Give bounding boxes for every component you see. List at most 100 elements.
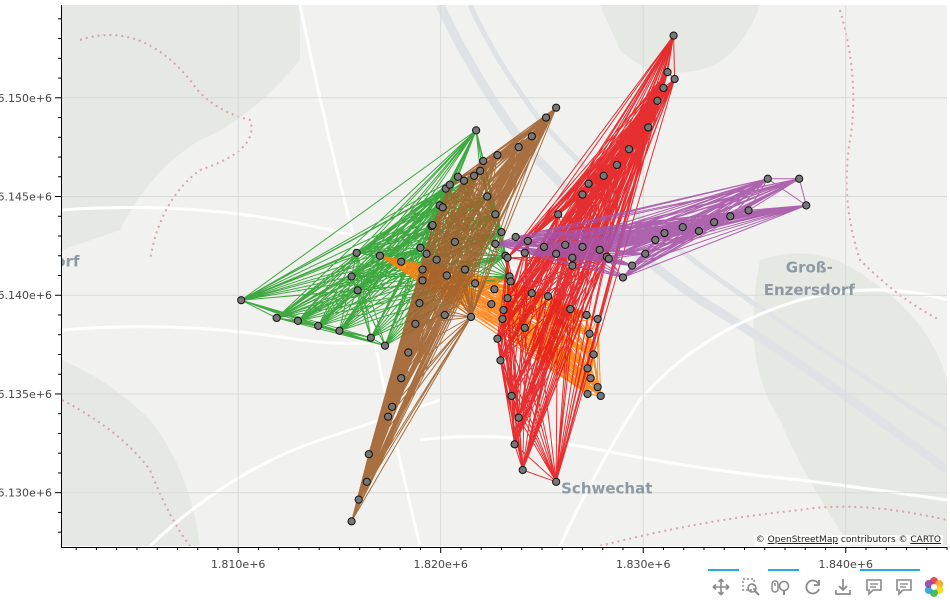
save-icon[interactable]	[831, 576, 855, 598]
graph-node[interactable]	[438, 203, 447, 212]
graph-node[interactable]	[641, 249, 650, 258]
graph-node[interactable]	[694, 226, 704, 236]
graph-node[interactable]	[618, 273, 628, 282]
graph-node[interactable]	[352, 248, 361, 257]
graph-node[interactable]	[523, 236, 532, 246]
graph-node[interactable]	[416, 243, 425, 252]
graph-node[interactable]	[561, 240, 570, 249]
graph-node[interactable]	[710, 218, 719, 227]
graph-node[interactable]	[380, 341, 390, 350]
graph-node[interactable]	[507, 391, 516, 401]
box-zoom-icon[interactable]	[739, 576, 763, 598]
graph-node[interactable]	[670, 74, 679, 84]
graph-node[interactable]	[552, 477, 561, 486]
graph-node[interactable]	[589, 350, 598, 359]
graph-node[interactable]	[604, 254, 613, 263]
graph-node[interactable]	[314, 321, 323, 330]
graph-node[interactable]	[442, 271, 451, 280]
graph-node[interactable]	[554, 210, 563, 219]
graph-node[interactable]	[527, 132, 536, 141]
graph-node[interactable]	[659, 83, 668, 93]
graph-node[interactable]	[744, 206, 753, 215]
graph-node[interactable]	[496, 356, 505, 365]
graph-node[interactable]	[520, 248, 529, 257]
graph-node[interactable]	[483, 192, 492, 201]
graph-node[interactable]	[596, 391, 605, 401]
graph-node[interactable]	[541, 113, 551, 122]
graph-node[interactable]	[460, 265, 470, 274]
graph-node[interactable]	[795, 174, 804, 183]
graph-node[interactable]	[584, 179, 593, 188]
graph-node[interactable]	[624, 145, 634, 154]
graph-node[interactable]	[375, 251, 385, 260]
osm-link[interactable]: OpenStreetMap	[767, 535, 839, 545]
graph-node[interactable]	[506, 277, 515, 286]
graph-node[interactable]	[411, 319, 420, 328]
graph-node[interactable]	[669, 31, 678, 40]
graph-node[interactable]	[415, 299, 424, 308]
graph-node[interactable]	[627, 261, 637, 270]
graph-node[interactable]	[397, 374, 406, 383]
graph-node[interactable]	[578, 242, 587, 251]
graph-node[interactable]	[593, 382, 602, 392]
graph-node[interactable]	[335, 326, 344, 335]
graph-node[interactable]	[802, 201, 811, 210]
graph-node[interactable]	[678, 223, 687, 232]
graph-node[interactable]	[660, 228, 669, 238]
graph-node[interactable]	[763, 174, 772, 183]
graph-node[interactable]	[237, 296, 246, 305]
graph-node[interactable]	[514, 143, 523, 152]
graph-node[interactable]	[459, 176, 469, 185]
graph-node[interactable]	[491, 239, 500, 249]
graph-node[interactable]	[491, 210, 500, 219]
graph-node[interactable]	[472, 126, 481, 135]
graph-node[interactable]	[347, 517, 356, 526]
graph-node[interactable]	[568, 253, 577, 262]
graph-node[interactable]	[493, 150, 502, 160]
graph-node[interactable]	[487, 300, 496, 309]
graph-node[interactable]	[503, 253, 512, 262]
graph-node[interactable]	[498, 314, 507, 324]
graph-node[interactable]	[578, 190, 587, 199]
bokeh-logo[interactable]	[922, 576, 946, 598]
graph-node[interactable]	[428, 221, 437, 230]
graph-node[interactable]	[471, 279, 480, 288]
graph-node[interactable]	[651, 235, 660, 245]
graph-node[interactable]	[583, 389, 592, 399]
graph-node[interactable]	[453, 172, 463, 181]
graph-node[interactable]	[272, 313, 281, 323]
graph-node[interactable]	[493, 334, 502, 343]
graph-node[interactable]	[364, 450, 373, 459]
graph-node[interactable]	[595, 245, 604, 254]
graph-node[interactable]	[445, 180, 454, 189]
graph-node[interactable]	[568, 261, 577, 270]
graph-node[interactable]	[440, 310, 449, 320]
graph-node[interactable]	[514, 413, 523, 422]
graph-node[interactable]	[552, 249, 561, 258]
graph-node[interactable]	[422, 249, 431, 258]
pan-icon[interactable]	[709, 576, 733, 598]
graph-node[interactable]	[644, 123, 653, 132]
hover-icon[interactable]	[862, 576, 886, 598]
graph-node[interactable]	[388, 402, 397, 411]
graph-node[interactable]	[518, 465, 527, 475]
graph-node[interactable]	[466, 312, 476, 322]
reset-icon[interactable]	[801, 576, 825, 598]
graph-node[interactable]	[593, 314, 602, 324]
graph-node[interactable]	[404, 348, 413, 357]
graph-node[interactable]	[653, 96, 662, 105]
graph-node[interactable]	[476, 166, 485, 175]
graph-node[interactable]	[354, 495, 363, 504]
graph-node[interactable]	[585, 329, 594, 338]
graph-node[interactable]	[432, 255, 441, 264]
graph-node[interactable]	[490, 285, 499, 294]
graph-node[interactable]	[418, 276, 427, 285]
graph-node[interactable]	[599, 171, 608, 180]
graph-node[interactable]	[353, 286, 362, 295]
graph-node[interactable]	[511, 232, 520, 242]
graph-node[interactable]	[582, 310, 591, 320]
graph-node[interactable]	[450, 237, 459, 247]
graph-node[interactable]	[583, 364, 592, 373]
wheel-zoom-icon[interactable]	[769, 576, 793, 598]
